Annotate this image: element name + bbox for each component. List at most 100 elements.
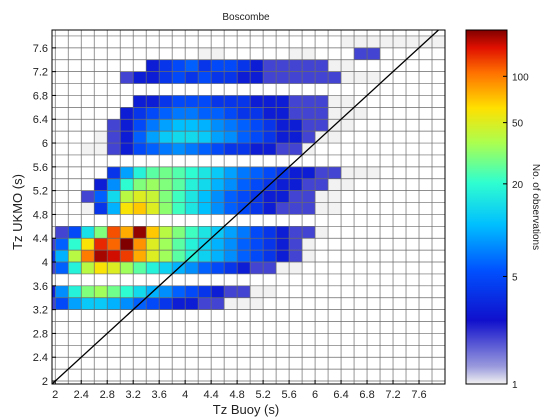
heatmap-cell	[185, 131, 199, 144]
heatmap-cell	[159, 250, 173, 263]
heatmap-cell	[68, 285, 82, 298]
heatmap-cell	[289, 47, 303, 60]
heatmap-cell	[302, 59, 316, 72]
x-tick-label: 4.8	[229, 389, 244, 401]
heatmap-cell	[263, 262, 277, 274]
heatmap-cell	[276, 262, 290, 274]
heatmap-cell	[354, 71, 368, 84]
heatmap-cell	[211, 119, 225, 132]
heatmap-cell	[185, 285, 199, 298]
heatmap-cell	[237, 285, 251, 298]
heatmap-cell	[107, 250, 121, 263]
heatmap-cell	[302, 190, 316, 203]
heatmap-cell	[328, 202, 342, 215]
heatmap-cell	[250, 297, 264, 310]
heatmap-cell	[159, 178, 173, 191]
heatmap-cell	[198, 178, 212, 191]
heatmap-cell	[146, 190, 160, 203]
heatmap-cell	[302, 238, 316, 251]
colorbar-tick-label: 1	[512, 380, 518, 391]
heatmap-cell	[354, 35, 368, 48]
heatmap-cell	[172, 131, 186, 144]
heatmap-cell	[302, 131, 316, 144]
heatmap-cell	[224, 238, 238, 251]
heatmap-cell	[185, 143, 199, 155]
heatmap-cell	[211, 59, 225, 72]
x-tick-label: 7.2	[385, 389, 400, 401]
heatmap-cell	[354, 47, 368, 60]
heatmap-cell	[133, 250, 147, 263]
heatmap-cell	[315, 107, 329, 120]
heatmap-cell	[159, 226, 173, 239]
heatmap-cell	[250, 59, 264, 72]
heatmap-cell	[276, 202, 290, 215]
heatmap-cell	[250, 143, 264, 155]
heatmap-cell	[224, 178, 238, 191]
heatmap-cell	[198, 95, 212, 108]
heatmap-cell	[172, 297, 186, 310]
heatmap-cell	[159, 190, 173, 203]
heatmap-cell	[211, 238, 225, 251]
heatmap-cell	[250, 107, 264, 120]
heatmap-cell	[341, 166, 355, 179]
heatmap-cell	[107, 238, 121, 251]
heatmap-cell	[120, 71, 134, 84]
heatmap-cell	[146, 107, 160, 120]
plot-frame	[51, 29, 446, 385]
heatmap-cell	[185, 166, 199, 179]
heatmap-cell	[250, 119, 264, 132]
heatmap-cell	[237, 166, 251, 179]
heatmap-cell	[68, 262, 82, 274]
heatmap-cell	[198, 71, 212, 84]
heatmap-cell	[341, 35, 355, 48]
diagonal-reference-line	[51, 29, 439, 385]
heatmap-cell	[198, 131, 212, 144]
y-tick-label: 6.8	[33, 90, 48, 102]
heatmap-cell	[224, 262, 238, 274]
heatmap-cell	[289, 95, 303, 108]
heatmap-cell	[198, 226, 212, 239]
heatmap-cell	[146, 202, 160, 215]
heatmap-cell	[289, 202, 303, 215]
heatmap-cell	[341, 119, 355, 132]
heatmap-cell	[315, 202, 329, 215]
heatmap-cell	[237, 226, 251, 239]
heatmap-cell	[52, 285, 56, 298]
heatmap-cell	[341, 95, 355, 108]
heatmap-cell	[224, 107, 238, 120]
x-tick-label: 6	[312, 389, 318, 401]
heatmap-cell	[198, 143, 212, 155]
heatmap-cell	[276, 250, 290, 263]
heatmap-cell	[211, 297, 225, 310]
colorbar-tick-label: 5	[512, 272, 518, 283]
colorbar-tick-label: 100	[512, 72, 529, 83]
x-axis-ticks: 2 2.4 2.8 3.2 3.6 4 4.4 4.8 5.2 5.6 6 6.4 6.8 7.2 7.6	[52, 380, 427, 401]
y-tick-label: 3.6	[33, 281, 48, 293]
heatmap-cell	[328, 166, 342, 179]
heatmap-cell	[159, 166, 173, 179]
heatmap-cell	[380, 35, 394, 48]
heatmap-cell	[276, 107, 290, 120]
heatmap-cell	[315, 95, 329, 108]
heatmap-cell	[250, 262, 264, 274]
heatmap-cell	[94, 226, 108, 239]
heatmap-cell	[328, 131, 342, 144]
heatmap-cell	[302, 226, 316, 239]
heatmap-cell	[107, 297, 121, 310]
heatmap-cell	[315, 119, 329, 132]
heatmap-cell	[315, 190, 329, 203]
heatmap-cell	[328, 190, 342, 203]
heatmap-cell	[55, 285, 69, 298]
heatmap-cell	[302, 71, 316, 84]
heatmap-cell	[250, 226, 264, 239]
y-tick-label: 3.2	[33, 305, 48, 317]
heatmap-cell	[237, 262, 251, 274]
heatmap-cell	[263, 202, 277, 215]
heatmap-cell	[198, 59, 212, 72]
heatmap-cell	[198, 166, 212, 179]
heatmap-cell	[367, 35, 381, 48]
heatmap-cell	[211, 71, 225, 84]
heatmap-cell	[133, 71, 147, 84]
heatmap-cell	[276, 59, 290, 72]
heatmap-cell	[81, 285, 95, 298]
